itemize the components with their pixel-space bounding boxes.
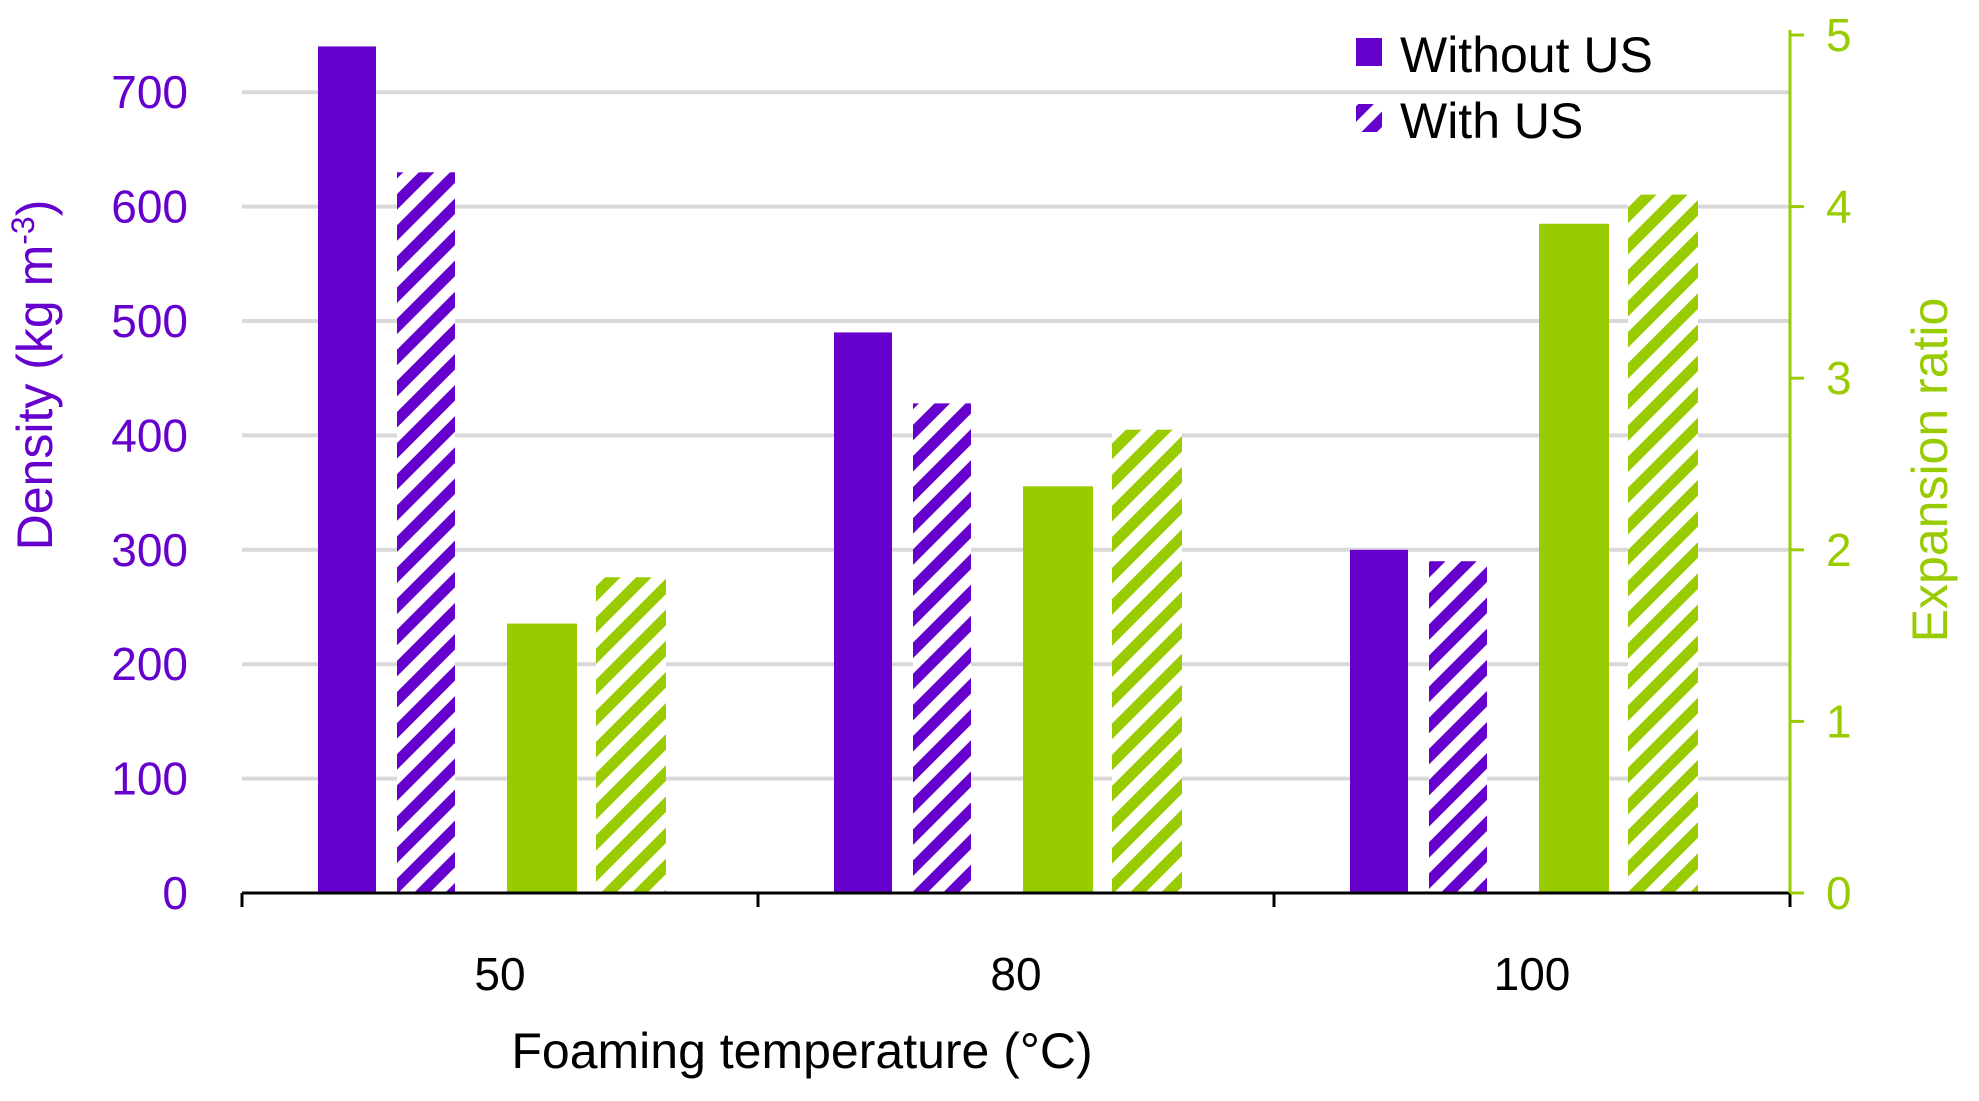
bars — [318, 46, 1698, 893]
bar-density-without-us-50 — [318, 46, 376, 893]
bar-expansion-ratio-with-us-100 — [1628, 194, 1698, 893]
legend: Without US With US — [1356, 27, 1653, 149]
bar-density-with-us-80 — [913, 403, 971, 893]
y-left-tick-label-600: 600 — [111, 181, 188, 233]
y-right-tick-label-2: 2 — [1826, 524, 1852, 576]
y-left-tick-label-500: 500 — [111, 295, 188, 347]
bar-density-with-us-50 — [397, 172, 455, 893]
bar-expansion-ratio-with-us-80 — [1112, 429, 1182, 893]
x-tick-label-100: 100 — [1494, 948, 1571, 1000]
y-axis-right-title: Expansion ratio — [1902, 298, 1958, 643]
y-right-tick-label-1: 1 — [1826, 695, 1852, 747]
y-left-tick-label-200: 200 — [111, 638, 188, 690]
tick-labels: 0 100 200 300 400 500 600 700 0 1 2 3 4 5 50 80 100 — [111, 9, 1851, 1000]
y-left-tick-label-300: 300 — [111, 524, 188, 576]
y-left-tick-label-400: 400 — [111, 409, 188, 461]
bar-density-without-us-100 — [1350, 549, 1408, 893]
bar-expansion-ratio-without-us-50 — [507, 623, 577, 893]
y-right-tick-label-0: 0 — [1826, 867, 1852, 919]
axes — [240, 30, 1804, 907]
legend-label-with-us: With US — [1400, 93, 1583, 149]
bar-expansion-ratio-without-us-80 — [1023, 486, 1093, 893]
y-left-tick-label-0: 0 — [162, 867, 188, 919]
bar-expansion-ratio-with-us-50 — [596, 577, 666, 893]
legend-swatch-with-us — [1356, 104, 1382, 132]
legend-label-without-us: Without US — [1400, 27, 1653, 83]
x-tick-label-80: 80 — [990, 948, 1041, 1000]
x-tick-label-50: 50 — [474, 948, 525, 1000]
bar-density-with-us-100 — [1429, 561, 1487, 893]
bar-expansion-ratio-without-us-100 — [1539, 223, 1609, 893]
y-axis-left-title: Density (kg m-3) — [5, 200, 63, 551]
gridlines — [242, 90, 1790, 781]
y-left-tick-label-700: 700 — [111, 66, 188, 118]
y-right-tick-label-5: 5 — [1826, 9, 1852, 61]
bar-density-without-us-80 — [834, 332, 892, 893]
x-axis-title: Foaming temperature (°C) — [511, 1023, 1092, 1079]
y-left-tick-label-100: 100 — [111, 753, 188, 805]
y-right-tick-label-3: 3 — [1826, 352, 1852, 404]
y-right-tick-label-4: 4 — [1826, 181, 1852, 233]
legend-swatch-without-us — [1356, 38, 1382, 66]
